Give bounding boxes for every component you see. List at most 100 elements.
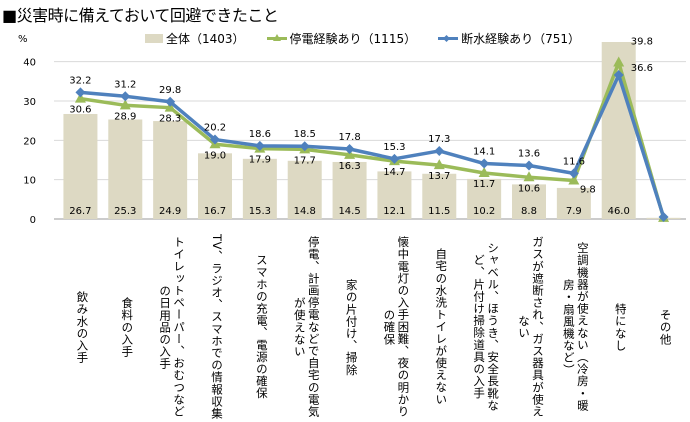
diamond-marker	[120, 91, 131, 102]
x-tick-label: シャベル、ほうき、安全長靴など、片付け掃除道具の入手	[472, 242, 501, 412]
series-line	[80, 60, 666, 219]
chart-title: ■災害時に備えておいて回避できたこと	[2, 6, 279, 25]
line-data-label: 18.5	[294, 129, 316, 140]
line-data-label: 36.6	[631, 63, 653, 74]
line-data-label: 28.9	[114, 111, 136, 122]
x-tick-label: 懐中電灯の入手困難、夜の明かりの確保	[382, 236, 411, 418]
line-data-label: 32.2	[69, 75, 91, 86]
line-data-label: 20.2	[204, 123, 226, 134]
line-data-label: 13.6	[518, 149, 540, 160]
line-data-label: 10.6	[518, 183, 540, 194]
bar-data-label: 11.5	[428, 206, 450, 217]
line-data-label: 17.9	[249, 155, 271, 166]
triangle-marker	[568, 174, 580, 185]
diamond-marker	[568, 168, 579, 179]
bar	[153, 121, 188, 219]
line-data-label: 39.8	[631, 36, 653, 47]
bar-data-label: 8.8	[521, 206, 537, 217]
y-tick-label: 40	[23, 58, 36, 69]
line-data-label: 13.7	[428, 171, 450, 182]
diamond-marker	[389, 153, 400, 164]
x-tick-label: 食料の入手	[120, 296, 135, 358]
legend-item-outage: 停電経験あり（1115）	[266, 30, 417, 47]
bar	[512, 184, 546, 219]
x-tick-label: トイレットペーパー、おむつなどの日用品の入手	[158, 236, 187, 418]
line-data-label: 18.6	[249, 129, 271, 140]
legend-item-water: 断水経験あり（751）	[438, 30, 580, 47]
bar	[287, 160, 322, 219]
legend-swatch-diamond-line	[438, 34, 459, 43]
triangle-marker	[478, 166, 490, 177]
x-tick-label: ガスが遮断され、ガス器具が使えない	[517, 236, 545, 418]
line-data-label: 14.1	[473, 147, 495, 158]
triangle-marker	[74, 92, 86, 103]
line-data-label: 11.6	[563, 156, 585, 167]
legend-swatch-bar	[145, 34, 163, 43]
bar-data-label: 16.7	[204, 206, 226, 217]
x-tick-label: その他	[658, 308, 673, 346]
bar	[242, 158, 277, 219]
legend: 全体（1403） 停電経験あり（1115） 断水経験あり（751）	[145, 30, 580, 47]
bar-data-label: 10.2	[473, 206, 495, 217]
legend-swatch-triangle-line	[266, 34, 287, 41]
x-tick-label: 家の片付け、掃除	[344, 278, 359, 376]
y-tick-label: 10	[23, 176, 36, 187]
y-tick-label: 20	[23, 136, 36, 147]
x-tick-label: 飲み水の入手	[75, 290, 90, 364]
triangle-marker	[433, 159, 445, 170]
x-tick-label: 自宅の水洗トイレが使えない	[434, 248, 449, 406]
triangle-marker	[613, 56, 625, 67]
triangle-marker	[523, 171, 535, 182]
bar	[198, 153, 232, 219]
diamond-marker	[479, 158, 490, 169]
line-data-label: 29.8	[159, 85, 181, 96]
line-data-label: 28.3	[159, 114, 181, 125]
triangle-marker	[119, 99, 131, 110]
x-tick-label: 特になし	[613, 302, 628, 352]
diamond-marker	[254, 140, 265, 151]
line-data-label: 17.8	[338, 132, 360, 143]
line-data-label: 17.3	[428, 134, 450, 145]
line-data-label: 16.3	[338, 161, 360, 172]
bar-data-label: 12.1	[383, 206, 405, 217]
line-data-label: 9.8	[580, 184, 596, 195]
bar	[556, 187, 591, 219]
x-tick-label: スマホの充電、電源の確保	[254, 254, 269, 400]
diamond-marker	[344, 143, 355, 154]
bar-data-label: 14.8	[294, 206, 316, 217]
y-axis-unit: %	[18, 34, 28, 45]
bar	[332, 161, 367, 219]
diamond-marker	[524, 160, 534, 171]
series-line	[80, 73, 666, 218]
bar-data-label: 7.9	[566, 206, 582, 217]
bar-data-label: 15.3	[249, 206, 271, 217]
y-tick-label: 0	[30, 215, 36, 226]
legend-item-all: 全体（1403）	[145, 30, 245, 47]
diamond-marker	[613, 70, 624, 81]
bar-data-label: 46.0	[608, 206, 630, 217]
diamond-marker	[658, 212, 669, 223]
x-tick-label: 停電、計画停電などで自宅の電気が使えない	[292, 236, 321, 418]
bar	[108, 119, 143, 219]
bar-data-label: 24.9	[159, 206, 181, 217]
y-tick-label: 30	[23, 97, 36, 108]
legend-label: 停電経験あり（1115）	[289, 32, 417, 46]
legend-label: 全体（1403）	[166, 32, 245, 46]
line-data-label: 14.7	[383, 167, 405, 178]
line-data-label: 30.6	[69, 105, 91, 116]
bar	[377, 171, 412, 219]
line-data-label: 17.7	[294, 155, 316, 166]
line-data-label: 15.3	[383, 142, 405, 153]
x-tick-label: TV、ラジオ、スマホでの情報収集	[210, 234, 224, 420]
diamond-marker	[165, 96, 176, 107]
diamond-marker	[434, 145, 445, 156]
bar	[467, 178, 502, 219]
x-tick-label: 空調機器が使えない（冷房・暖房・扇風機など）	[561, 242, 590, 412]
bar-data-label: 26.7	[69, 206, 91, 217]
diamond-marker	[210, 134, 220, 145]
bar	[422, 173, 457, 219]
bar	[63, 113, 98, 219]
line-data-label: 11.7	[473, 179, 495, 190]
diamond-marker	[299, 141, 310, 152]
